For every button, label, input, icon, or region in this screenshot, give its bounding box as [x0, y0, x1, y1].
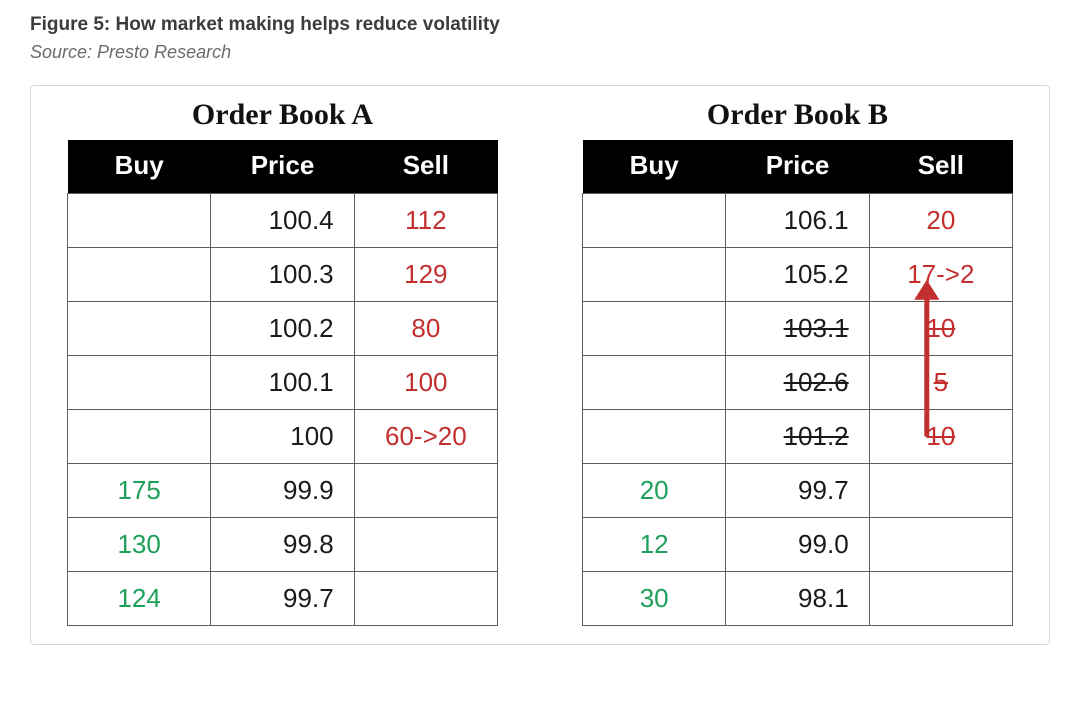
price-cell: 99.8: [211, 518, 354, 572]
table-row: 102.65: [583, 356, 1013, 410]
price-cell: 98.1: [726, 572, 869, 626]
price-cell: 103.1: [726, 302, 869, 356]
order-books-panel: Order Book A Buy Price Sell 100.4112100.…: [30, 85, 1050, 645]
buy-cell: [68, 248, 211, 302]
table-row: 100.280: [68, 302, 498, 356]
col-header-price: Price: [726, 140, 869, 194]
buy-cell: [583, 356, 726, 410]
buy-cell: 12: [583, 518, 726, 572]
sell-cell: 112: [354, 194, 497, 248]
sell-cell: 10: [869, 302, 1012, 356]
price-cell: 100.3: [211, 248, 354, 302]
price-cell: 106.1: [726, 194, 869, 248]
price-cell: 100.4: [211, 194, 354, 248]
buy-cell: 175: [68, 464, 211, 518]
buy-cell: [583, 410, 726, 464]
sell-cell: 129: [354, 248, 497, 302]
col-header-price: Price: [211, 140, 354, 194]
price-cell: 100.1: [211, 356, 354, 410]
sell-cell: 5: [869, 356, 1012, 410]
buy-cell: [583, 248, 726, 302]
price-cell: 99.7: [726, 464, 869, 518]
table-row: 106.120: [583, 194, 1013, 248]
order-book-b: Order Book B Buy Price Sell 106.120105.2…: [582, 96, 1013, 626]
sell-cell: 80: [354, 302, 497, 356]
order-book-a-table: Buy Price Sell 100.4112100.3129100.28010…: [67, 140, 498, 626]
buy-cell: [68, 302, 211, 356]
buy-cell: 130: [68, 518, 211, 572]
table-row: 100.4112: [68, 194, 498, 248]
table-row: 13099.8: [68, 518, 498, 572]
sell-cell: 20: [869, 194, 1012, 248]
sell-cell: [869, 572, 1012, 626]
table-row: 1299.0: [583, 518, 1013, 572]
table-row: 10060->20: [68, 410, 498, 464]
price-cell: 100.2: [211, 302, 354, 356]
table-row: 2099.7: [583, 464, 1013, 518]
price-cell: 99.9: [211, 464, 354, 518]
price-cell: 101.2: [726, 410, 869, 464]
figure-container: Figure 5: How market making helps reduce…: [0, 0, 1080, 659]
price-cell: 105.2: [726, 248, 869, 302]
buy-cell: [583, 194, 726, 248]
order-book-a-title: Order Book A: [67, 98, 498, 132]
table-row: 3098.1: [583, 572, 1013, 626]
figure-source: Source: Presto Research: [30, 42, 1050, 63]
table-row: 12499.7: [68, 572, 498, 626]
price-cell: 100: [211, 410, 354, 464]
buy-cell: 20: [583, 464, 726, 518]
table-row: 100.1100: [68, 356, 498, 410]
price-cell: 102.6: [726, 356, 869, 410]
table-row: 100.3129: [68, 248, 498, 302]
col-header-buy: Buy: [68, 140, 211, 194]
order-book-b-title: Order Book B: [582, 98, 1013, 132]
buy-cell: [68, 356, 211, 410]
sell-cell: 60->20: [354, 410, 497, 464]
col-header-buy: Buy: [583, 140, 726, 194]
price-cell: 99.0: [726, 518, 869, 572]
buy-cell: [583, 302, 726, 356]
sell-cell: [354, 572, 497, 626]
price-cell: 99.7: [211, 572, 354, 626]
sell-cell: [869, 518, 1012, 572]
sell-cell: 10: [869, 410, 1012, 464]
buy-cell: [68, 410, 211, 464]
table-row: 103.110: [583, 302, 1013, 356]
order-book-b-table: Buy Price Sell 106.120105.217->2103.1101…: [582, 140, 1013, 626]
sell-cell: 100: [354, 356, 497, 410]
sell-cell: 17->2: [869, 248, 1012, 302]
table-row: 105.217->2: [583, 248, 1013, 302]
sell-cell: [354, 464, 497, 518]
col-header-sell: Sell: [354, 140, 497, 194]
order-book-a: Order Book A Buy Price Sell 100.4112100.…: [67, 96, 498, 626]
sell-cell: [869, 464, 1012, 518]
table-row: 101.210: [583, 410, 1013, 464]
table-row: 17599.9: [68, 464, 498, 518]
buy-cell: [68, 194, 211, 248]
buy-cell: 30: [583, 572, 726, 626]
buy-cell: 124: [68, 572, 211, 626]
sell-cell: [354, 518, 497, 572]
col-header-sell: Sell: [869, 140, 1012, 194]
figure-title: Figure 5: How market making helps reduce…: [30, 14, 1050, 36]
